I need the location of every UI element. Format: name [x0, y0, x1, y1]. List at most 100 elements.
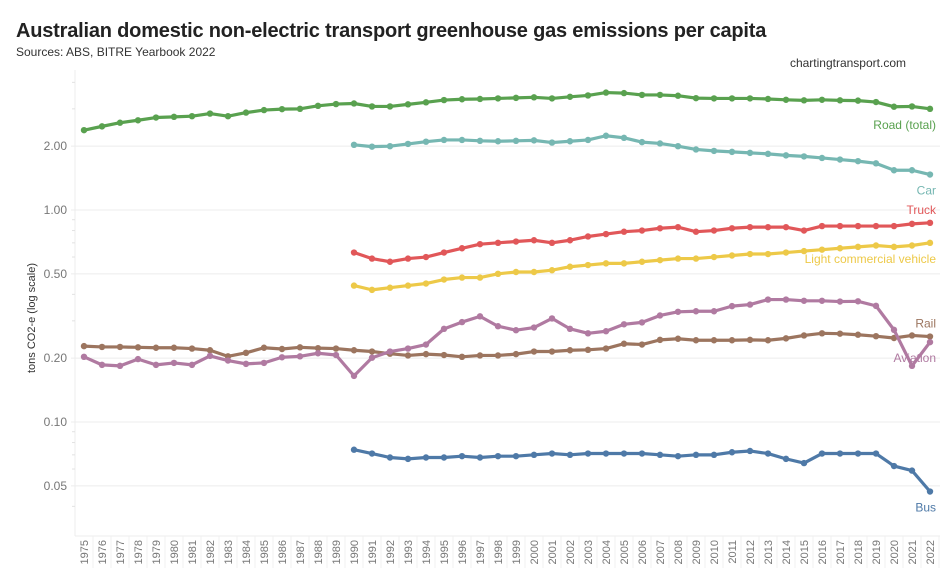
data-point [800, 297, 808, 304]
data-point [782, 96, 790, 103]
x-tick-label: 2004 [601, 540, 613, 564]
data-point [602, 450, 610, 457]
data-point [764, 296, 772, 303]
data-point [710, 95, 718, 102]
data-point [854, 97, 862, 104]
data-point [620, 340, 628, 347]
data-point [404, 345, 412, 352]
x-tick-label: 2013 [763, 540, 775, 564]
series-line [352, 241, 932, 292]
x-tick-label: 1994 [421, 540, 433, 564]
data-point [332, 351, 340, 359]
data-point [836, 450, 844, 457]
data-point [602, 230, 610, 238]
data-point [674, 223, 682, 231]
data-point [98, 361, 106, 369]
x-tick-label: 2012 [745, 540, 757, 564]
data-point [368, 348, 376, 355]
data-point [260, 106, 268, 114]
data-point [890, 222, 898, 230]
data-point [908, 332, 916, 339]
data-point [584, 92, 592, 99]
data-point [494, 352, 502, 359]
data-point [872, 222, 880, 230]
data-point [692, 451, 700, 459]
x-tick-label: 1980 [169, 540, 181, 564]
data-point [746, 447, 754, 455]
data-point [674, 335, 682, 342]
data-point [908, 220, 916, 228]
data-point [350, 446, 358, 453]
data-point [908, 167, 916, 174]
data-point [584, 346, 592, 354]
data-point [368, 286, 376, 294]
series-label: Light commercial vehicle [805, 252, 937, 266]
data-point [584, 450, 592, 457]
data-point [242, 360, 250, 368]
y-axis-title: tons CO2-e (log scale) [26, 263, 38, 373]
data-point [926, 338, 934, 346]
data-point [512, 137, 520, 145]
data-point [224, 112, 232, 120]
data-point [386, 142, 394, 150]
data-point [152, 114, 160, 121]
data-point [926, 488, 934, 495]
x-tick-label: 1991 [367, 540, 379, 564]
x-tick-label: 2011 [727, 540, 739, 564]
data-point [800, 332, 808, 339]
data-point [872, 302, 880, 310]
data-point [800, 97, 808, 104]
data-point [764, 95, 772, 103]
data-point [98, 343, 106, 351]
data-point [530, 268, 538, 276]
series-label: Aviation [894, 351, 936, 365]
data-point [512, 350, 520, 358]
series-labels: Road (total) Car Truck Light commercial veh… [805, 118, 937, 515]
data-point [476, 274, 484, 281]
data-point [710, 227, 718, 234]
data-point [368, 143, 376, 150]
x-tick-label: 1976 [97, 540, 109, 564]
data-point [908, 242, 916, 249]
data-point [818, 222, 826, 230]
data-point [422, 341, 430, 348]
data-point [368, 255, 376, 262]
x-tick-label: 2009 [691, 540, 703, 564]
data-point [926, 219, 934, 227]
x-tick-label: 1987 [295, 540, 307, 564]
data-point [170, 359, 178, 367]
data-point [710, 147, 718, 155]
data-point [782, 296, 790, 303]
data-point [764, 223, 772, 231]
chart-title: Australian domestic non-electric transpo… [16, 20, 767, 42]
x-tick-label: 1983 [223, 540, 235, 564]
data-point [476, 313, 484, 320]
data-point [404, 101, 412, 108]
data-point [188, 361, 196, 369]
data-point [620, 321, 628, 328]
data-point [890, 103, 898, 110]
data-point [458, 245, 466, 252]
data-point [386, 454, 394, 461]
x-tick-label: 2021 [907, 540, 919, 564]
data-point [836, 97, 844, 104]
data-point [908, 467, 916, 474]
data-point [494, 239, 502, 247]
data-point [854, 243, 862, 251]
data-point [710, 253, 718, 261]
data-point [710, 308, 718, 315]
data-point [836, 156, 844, 163]
data-point [836, 298, 844, 305]
data-point [134, 117, 142, 124]
data-point [620, 134, 628, 142]
series-aviation [80, 296, 934, 380]
data-point [890, 326, 898, 334]
data-point [584, 330, 592, 337]
data-point [170, 113, 178, 121]
data-point [584, 136, 592, 144]
data-point [620, 228, 628, 235]
data-point [458, 452, 466, 460]
y-axis: 0.05 0.10 0.20 0.50 1.00 2.00 [44, 70, 76, 536]
data-point [620, 450, 628, 457]
data-point [656, 256, 664, 264]
